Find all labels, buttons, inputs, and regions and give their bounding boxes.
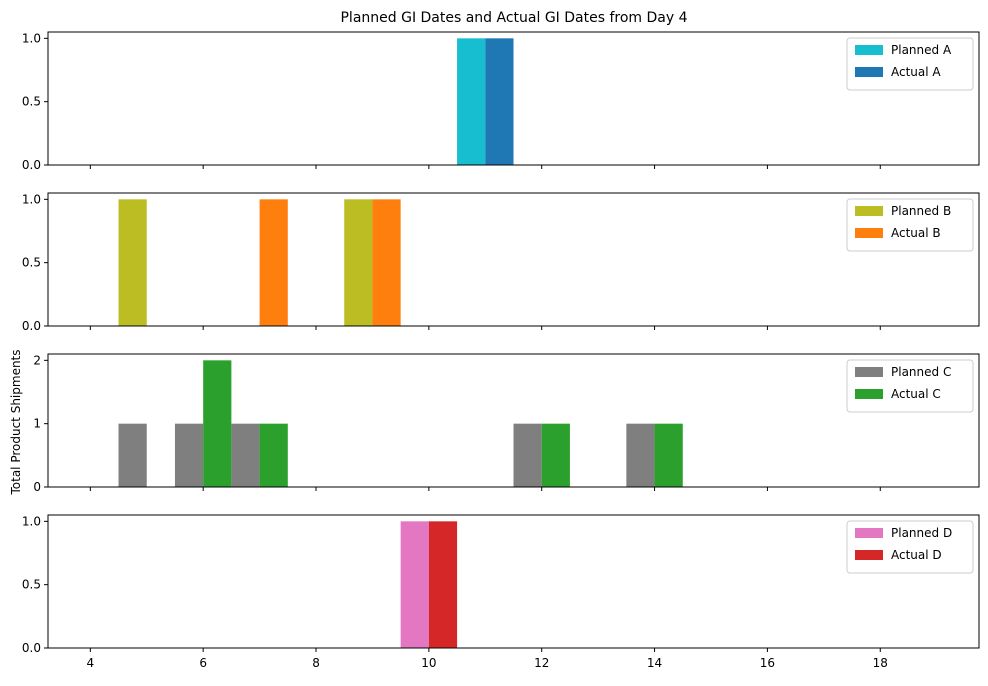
subplot-4: 0.0 0.5 1.0 4 6 8 10 12 14 16 18 Planned D Actual D (22, 514, 980, 670)
bar-planned-c-12 (513, 423, 542, 487)
legend-label: Actual D (891, 548, 942, 562)
y-tick-label: 0.0 (22, 319, 41, 333)
y-tick-label: 1.0 (22, 514, 41, 528)
y-tick-label: 0.5 (22, 95, 41, 109)
legend-swatch (855, 550, 883, 560)
legend-label: Planned A (891, 43, 952, 57)
bar-planned-b-9 (344, 199, 373, 326)
bar-actual-c-7 (259, 423, 288, 487)
legend-swatch (855, 528, 883, 538)
legend-label: Planned D (891, 526, 952, 540)
x-tick-label: 16 (760, 656, 775, 670)
legend-label: Actual A (891, 65, 941, 79)
subplot-1: 0.0 0.5 1.0 Planned A Actual A (22, 31, 980, 172)
bar-planned-c-5 (118, 423, 147, 487)
legend: Planned A Actual A (846, 37, 974, 91)
legend: Planned B Actual B (846, 198, 974, 252)
subplot-frame (47, 353, 980, 488)
bar-actual-c-14 (654, 423, 683, 487)
legend: Planned C Actual C (846, 359, 974, 413)
legend-label: Planned C (891, 365, 951, 379)
x-tick-label: 14 (647, 656, 662, 670)
x-tick-label: 8 (312, 656, 320, 670)
subplot-frame (47, 514, 980, 649)
bar-planned-d-10 (400, 521, 429, 648)
bar-actual-d-10 (428, 521, 458, 648)
bar-planned-a-11 (457, 38, 486, 166)
legend-label: Actual B (891, 226, 941, 240)
y-tick-label: 1.0 (22, 192, 41, 206)
subplot-3: 0 1 2 Planned C Actual C (33, 353, 980, 494)
bar-planned-b-5 (118, 199, 147, 326)
subplot-2: 0.0 0.5 1.0 Planned B Actual B (22, 192, 980, 333)
legend-swatch (855, 228, 883, 238)
x-tick-label: 12 (534, 656, 549, 670)
legend-label: Planned B (891, 204, 951, 218)
bar-actual-c-12 (541, 423, 570, 487)
x-tick-label: 6 (199, 656, 207, 670)
y-tick-label: 0.0 (22, 158, 41, 172)
bar-planned-c-6 (174, 423, 204, 487)
legend-swatch (855, 67, 883, 77)
y-tick-label: 0 (33, 480, 41, 494)
legend-swatch (855, 389, 883, 399)
bar-actual-b-7 (259, 199, 288, 326)
x-tick-label: 4 (86, 656, 94, 670)
y-tick-label: 1 (33, 417, 41, 431)
bar-actual-b-9 (372, 199, 401, 326)
y-axis-label: Total Product Shipments (9, 349, 23, 495)
subplot-frame (47, 192, 980, 327)
bar-planned-c-14 (626, 423, 655, 487)
legend-swatch (855, 206, 883, 216)
legend: Planned D Actual D (846, 520, 974, 574)
y-tick-label: 0.0 (22, 641, 41, 655)
y-tick-label: 2 (33, 353, 41, 367)
y-tick-label: 1.0 (22, 31, 41, 45)
legend-label: Actual C (891, 387, 941, 401)
y-tick-label: 0.5 (22, 256, 41, 270)
subplot-frame (47, 31, 980, 166)
chart-title: Planned GI Dates and Actual GI Dates fro… (340, 10, 687, 26)
bar-actual-c-6 (203, 360, 232, 487)
y-tick-label: 0.5 (22, 578, 41, 592)
bar-actual-a-11 (485, 38, 514, 166)
x-tick-label: 10 (421, 656, 436, 670)
legend-swatch (855, 367, 883, 377)
legend-swatch (855, 45, 883, 55)
x-tick-label: 18 (873, 656, 888, 670)
bar-planned-c-7 (231, 423, 260, 487)
